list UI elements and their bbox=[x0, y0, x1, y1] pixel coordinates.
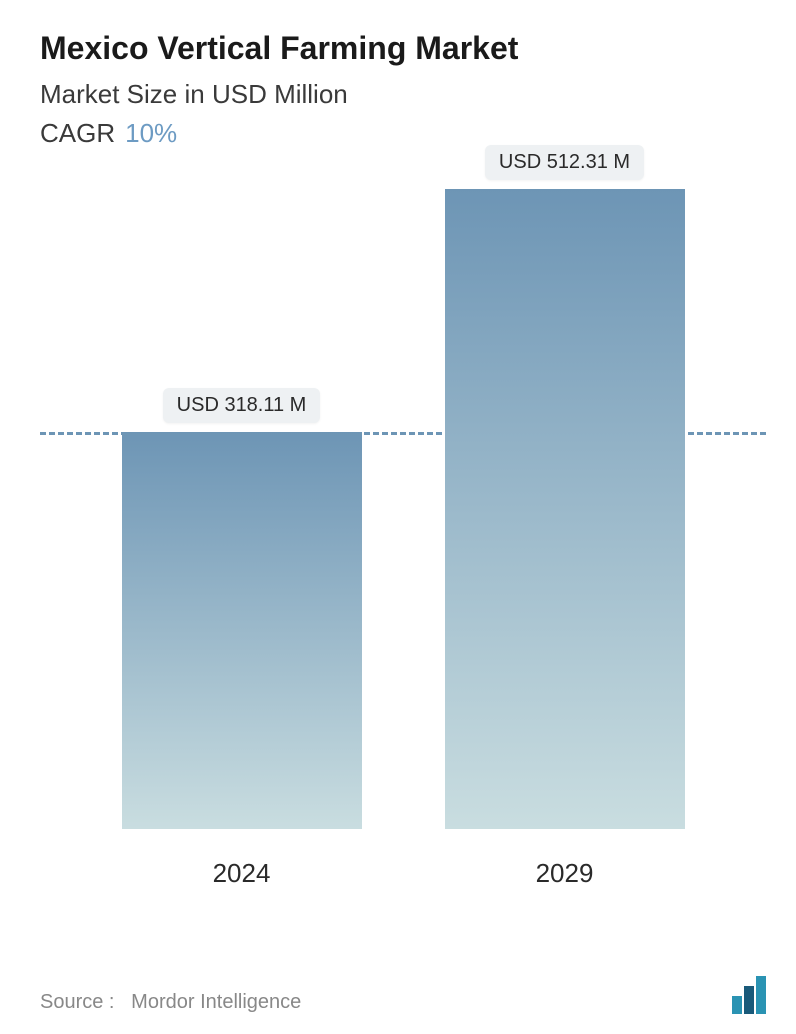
footer: Source : Mordor Intelligence bbox=[40, 976, 766, 1014]
source-label: Source : bbox=[40, 991, 114, 1013]
brand-logo-icon bbox=[732, 976, 766, 1014]
bar-group-2024: USD 318.11 M bbox=[122, 432, 362, 829]
bar-2029 bbox=[445, 189, 685, 829]
bars-container: USD 318.11 M USD 512.31 M bbox=[40, 189, 766, 829]
x-axis-labels: 2024 2029 bbox=[40, 858, 766, 889]
bar-2024 bbox=[122, 432, 362, 829]
source-attribution: Source : Mordor Intelligence bbox=[40, 991, 301, 1014]
cagr-value: 10% bbox=[125, 118, 177, 149]
chart-area: USD 318.11 M USD 512.31 M 2024 2029 bbox=[40, 169, 766, 889]
x-label-2029: 2029 bbox=[445, 858, 685, 889]
cagr-row: CAGR 10% bbox=[40, 118, 766, 149]
bar-value-label: USD 512.31 M bbox=[485, 145, 644, 180]
chart-title: Mexico Vertical Farming Market bbox=[40, 30, 766, 67]
cagr-label: CAGR bbox=[40, 118, 115, 149]
source-value: Mordor Intelligence bbox=[131, 991, 301, 1013]
x-label-2024: 2024 bbox=[122, 858, 362, 889]
chart-subtitle: Market Size in USD Million bbox=[40, 79, 766, 110]
bar-group-2029: USD 512.31 M bbox=[445, 189, 685, 829]
bar-value-label: USD 318.11 M bbox=[163, 388, 321, 423]
